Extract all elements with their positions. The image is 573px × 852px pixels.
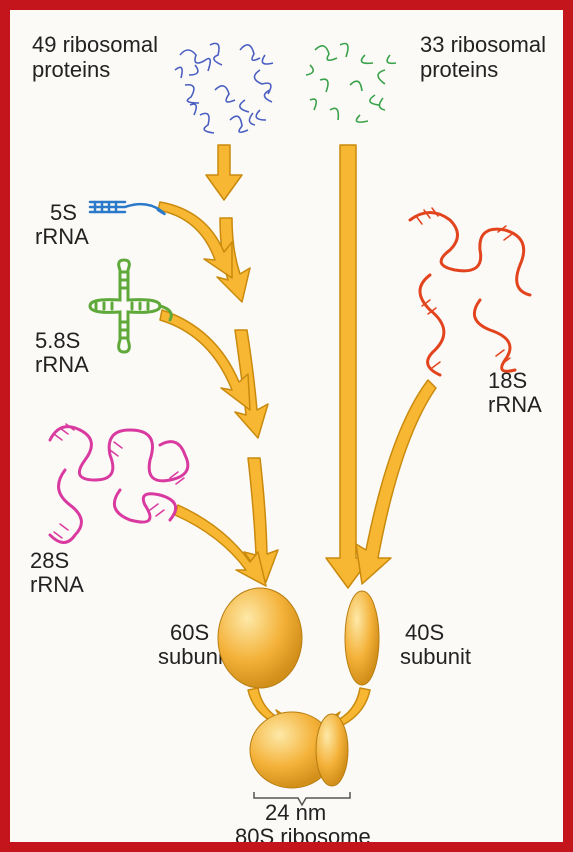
diagram-frame: 49 ribosomal proteins 33 ribosomal prote… [0,0,573,852]
ribosome-80s-icon [250,712,348,788]
subunit-40s-icon [345,591,379,685]
diagram-svg [10,10,563,842]
subunit-60s-icon [218,588,302,688]
size-bracket-icon [254,792,350,805]
rrna-28s-icon [50,424,188,543]
protein-cluster-49-icon [175,43,273,133]
rrna-58s-icon [90,260,171,352]
protein-cluster-33-icon [306,44,396,123]
rrna-5s-icon [90,202,165,214]
rrna-18s-icon [410,208,530,375]
